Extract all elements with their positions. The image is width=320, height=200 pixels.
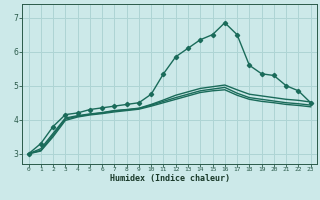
- X-axis label: Humidex (Indice chaleur): Humidex (Indice chaleur): [110, 174, 230, 183]
